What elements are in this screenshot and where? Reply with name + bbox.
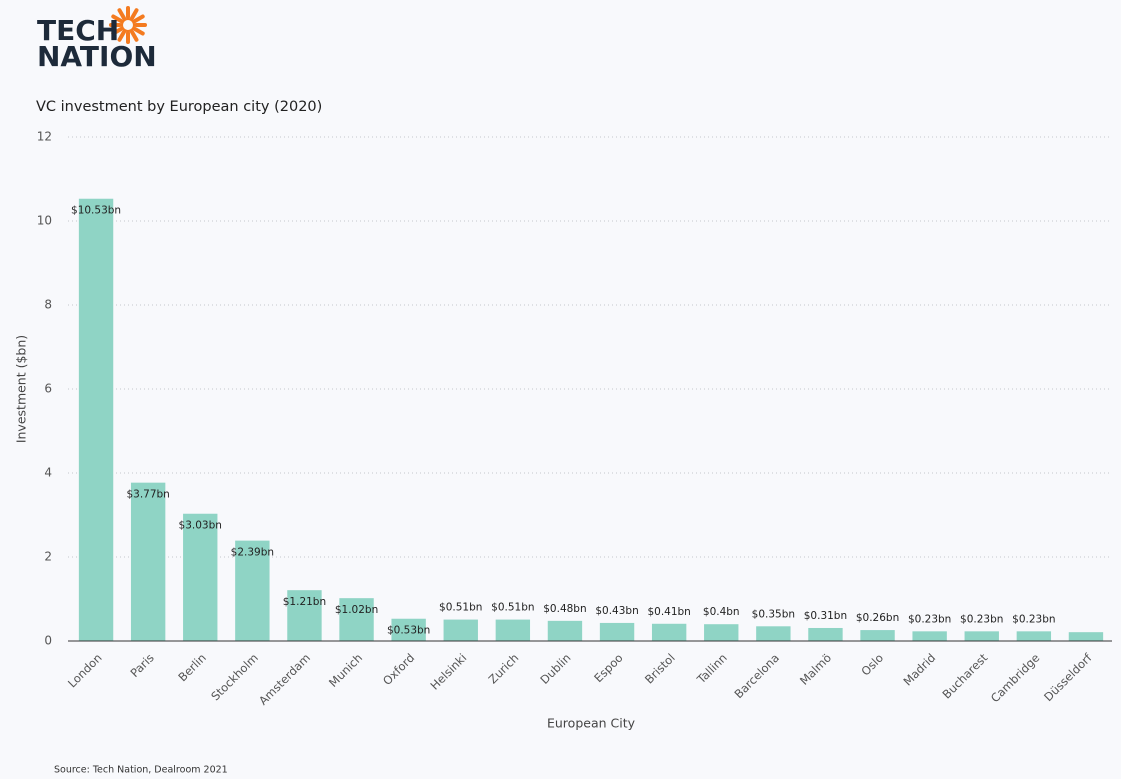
x-tick-label: Dublin (537, 651, 573, 687)
x-tick-label: London (65, 651, 105, 691)
x-tick-label: Bucharest (940, 650, 991, 701)
sun-ray (130, 29, 139, 42)
value-label: $0.51bn (439, 602, 482, 614)
y-tick-label: 8 (44, 298, 52, 312)
x-tick-label: Bristol (642, 651, 678, 687)
bar (339, 598, 374, 641)
value-label: $2.39bn (231, 547, 274, 559)
x-tick-label: Düsseldorf (1041, 650, 1095, 704)
value-label: $0.53bn (387, 625, 430, 637)
x-tick-label: Munich (326, 651, 365, 690)
logo-line1: TECH (37, 14, 119, 47)
x-tick-label: Stockholm (208, 651, 261, 704)
value-label: $3.03bn (179, 520, 222, 532)
bar (1016, 631, 1052, 641)
value-label: $0.23bn (908, 613, 951, 625)
x-tick-label: Berlin (175, 651, 208, 684)
value-label: $0.23bn (1012, 613, 1055, 625)
sun-ray (117, 29, 126, 42)
y-tick-label: 0 (44, 634, 52, 648)
x-tick-label: Tallinn (694, 651, 730, 687)
value-label: $0.43bn (595, 605, 638, 617)
bar (912, 631, 947, 641)
x-tick-label: Cambridge (988, 651, 1043, 706)
value-label: $0.23bn (960, 613, 1003, 625)
x-tick-label: Madrid (900, 651, 938, 689)
sun-ray (111, 14, 124, 23)
x-tick-label: Paris (127, 651, 156, 680)
x-tick-label: Espoo (591, 651, 625, 685)
x-tick-label: Zurich (486, 651, 522, 687)
bar (547, 620, 583, 641)
value-label: $0.41bn (647, 606, 690, 618)
value-label: $0.48bn (543, 603, 586, 615)
x-axis-title: European City (547, 716, 636, 731)
bar (808, 627, 843, 641)
sun-ray (132, 14, 145, 23)
value-label: $0.35bn (752, 608, 795, 620)
x-tick-label: Oslo (858, 651, 886, 679)
logo-icon (109, 6, 147, 44)
bar (443, 619, 478, 641)
x-tick-label: Oxford (380, 651, 417, 688)
bar (964, 631, 999, 641)
sun-ray (111, 27, 124, 36)
x-tick-label: Malmö (797, 651, 834, 688)
bar (495, 619, 531, 641)
value-label: $0.26bn (856, 612, 899, 624)
bar (130, 482, 166, 641)
y-tick-label: 10 (37, 214, 52, 228)
y-tick-label: 12 (37, 130, 52, 144)
bar (860, 630, 895, 641)
y-tick-label: 6 (44, 382, 52, 396)
bar (1068, 632, 1104, 641)
y-tick-label: 4 (44, 466, 52, 480)
bar (756, 626, 791, 641)
y-tick-label: 2 (44, 550, 52, 564)
bar (287, 590, 322, 641)
y-axis-title: Investment ($bn) (14, 335, 29, 443)
sun-ray (130, 8, 139, 21)
value-label: $0.31bn (804, 610, 847, 622)
value-label: $0.4bn (703, 606, 740, 618)
bar (651, 623, 687, 641)
value-label: $3.77bn (126, 489, 169, 501)
value-label: $1.21bn (283, 596, 326, 608)
bar (78, 198, 114, 642)
value-label: $10.53bn (71, 205, 121, 217)
x-tick-label: Helsinki (427, 651, 469, 693)
bar (235, 540, 270, 641)
sun-ray (117, 8, 126, 21)
bar (599, 622, 635, 641)
source-note: Source: Tech Nation, Dealroom 2021 (54, 765, 228, 776)
x-tick-label: Barcelona (731, 651, 781, 701)
logo-line2: NATION (37, 40, 157, 73)
x-tick-label: Amsterdam (256, 651, 313, 708)
bar (704, 624, 739, 641)
value-label: $0.51bn (491, 602, 534, 614)
value-label: $1.02bn (335, 604, 378, 616)
bar (391, 618, 426, 641)
chart-title: VC investment by European city (2020) (36, 99, 322, 115)
sun-ray (132, 27, 145, 36)
sun-core (121, 18, 135, 32)
bar (183, 513, 218, 641)
